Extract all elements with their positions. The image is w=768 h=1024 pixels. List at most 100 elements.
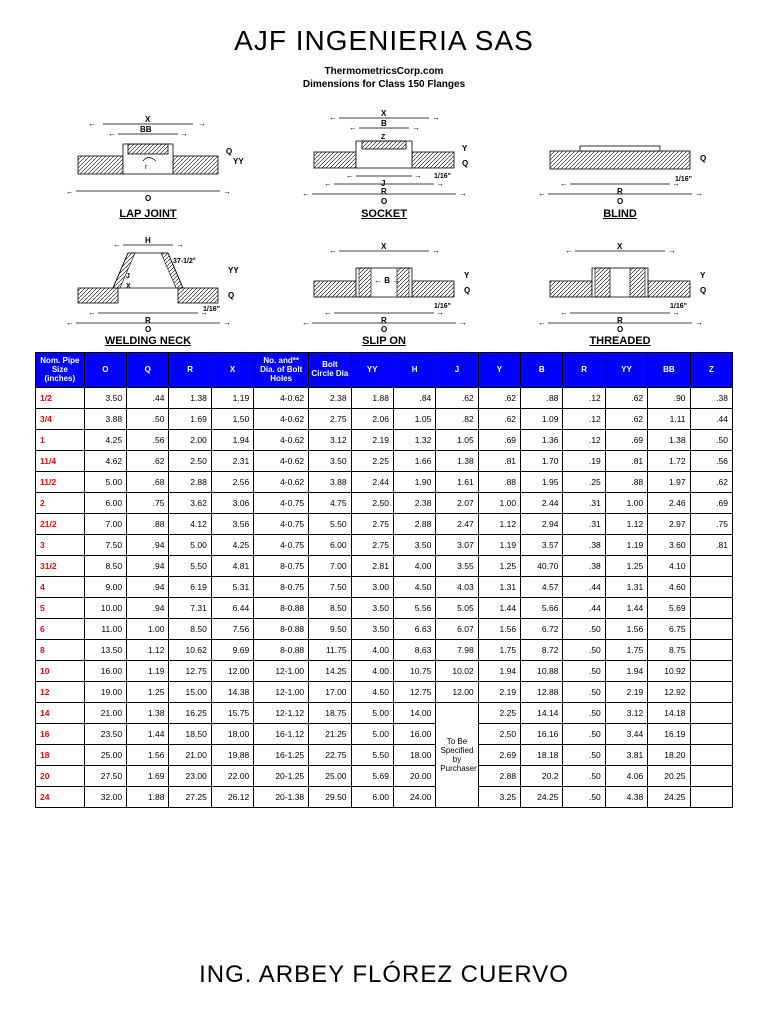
data-cell: .88: [127, 514, 169, 535]
pipe-size-cell: 11/2: [36, 472, 85, 493]
svg-text:→: →: [432, 246, 440, 255]
col-header: Q: [127, 353, 169, 388]
data-cell: [690, 745, 732, 766]
svg-text:R: R: [617, 316, 623, 325]
svg-text:→: →: [436, 308, 444, 317]
data-cell: .75: [690, 514, 732, 535]
data-cell: .50: [563, 619, 605, 640]
data-cell: 1.56: [605, 619, 647, 640]
pipe-size-cell: 21/2: [36, 514, 85, 535]
data-cell: [690, 787, 732, 808]
data-cell: 2.38: [309, 388, 351, 409]
data-cell: 14.14: [521, 703, 563, 724]
data-cell: .50: [563, 682, 605, 703]
data-cell: 4.62: [84, 451, 126, 472]
data-cell: 3.50: [351, 619, 393, 640]
svg-text:←: ←: [324, 308, 332, 317]
diagram-label: WELDING NECK: [105, 335, 191, 347]
diagram-slip-on: ←→X ← B → YQ 1/16" ←→R ←→O SLIP ON: [271, 225, 497, 348]
pipe-size-cell: 24: [36, 787, 85, 808]
data-cell: .62: [690, 472, 732, 493]
table-row: 37.50.945.004.254-0.756.002.753.503.071.…: [36, 535, 733, 556]
svg-text:→: →: [176, 240, 184, 249]
data-cell: 2.97: [648, 514, 690, 535]
data-cell: 2.75: [351, 535, 393, 556]
data-cell: 10.62: [169, 640, 211, 661]
data-cell: 6.07: [436, 619, 478, 640]
data-cell: 19.00: [84, 682, 126, 703]
data-cell: .56: [690, 451, 732, 472]
data-cell: 4.81: [211, 556, 253, 577]
pipe-size-cell: 3: [36, 535, 85, 556]
svg-text:←: ←: [538, 318, 546, 327]
svg-text:O: O: [381, 197, 387, 206]
svg-text:→: →: [668, 246, 676, 255]
data-cell: 4-0.62: [254, 430, 309, 451]
data-cell: 18.20: [648, 745, 690, 766]
data-cell: 4.50: [351, 682, 393, 703]
data-cell: 17.00: [309, 682, 351, 703]
data-cell: 1.44: [127, 724, 169, 745]
data-cell: 1.70: [521, 451, 563, 472]
data-cell: 1.11: [648, 409, 690, 430]
data-cell: [690, 640, 732, 661]
data-cell: 8-0.88: [254, 619, 309, 640]
data-cell: .81: [478, 451, 520, 472]
data-cell: 2.50: [351, 493, 393, 514]
data-cell: 1.61: [436, 472, 478, 493]
svg-text:Y: Y: [462, 144, 468, 153]
data-cell: 4-0.62: [254, 451, 309, 472]
svg-text:←: ←: [329, 113, 337, 122]
data-cell: 1.31: [478, 577, 520, 598]
data-cell: 20.00: [393, 766, 435, 787]
data-cell: 1.12: [127, 640, 169, 661]
data-cell: 2.31: [211, 451, 253, 472]
main-title: AJF INGENIERIA SAS: [35, 25, 733, 57]
data-cell: [690, 577, 732, 598]
data-cell: 4.38: [605, 787, 647, 808]
pipe-size-cell: 1: [36, 430, 85, 451]
svg-text:YY: YY: [233, 157, 244, 166]
pipe-size-cell: 18: [36, 745, 85, 766]
data-cell: 2.44: [351, 472, 393, 493]
table-row: 2027.501.6923.0022.0020-1.2525.005.6920.…: [36, 766, 733, 787]
data-cell: 5.00: [84, 472, 126, 493]
data-cell: 1.88: [127, 787, 169, 808]
data-cell: 1.38: [436, 451, 478, 472]
blind-svg: Q 1/16" ←→R ←→O: [507, 106, 733, 206]
data-cell: 1.75: [605, 640, 647, 661]
svg-text:→: →: [223, 318, 231, 327]
data-cell: 3.07: [436, 535, 478, 556]
table-body: 1/23.50.441.381.194-0.622.381.88.84.62.6…: [36, 388, 733, 808]
data-cell: .12: [563, 388, 605, 409]
data-cell: .69: [605, 430, 647, 451]
data-cell: 6.63: [393, 619, 435, 640]
svg-text:← B →: ← B →: [374, 276, 400, 285]
data-cell: 4.00: [351, 661, 393, 682]
data-cell: .90: [648, 388, 690, 409]
table-row: 1421.001.3816.2515.7512-1.1218.755.0014.…: [36, 703, 733, 724]
data-cell: .50: [690, 430, 732, 451]
data-cell: .75: [127, 493, 169, 514]
table-row: 1219.001.2515.0014.3812-1.0017.004.5012.…: [36, 682, 733, 703]
data-cell: 9.50: [309, 619, 351, 640]
pipe-size-cell: 11/4: [36, 451, 85, 472]
data-cell: 1.25: [605, 556, 647, 577]
data-cell: 29.50: [309, 787, 351, 808]
svg-text:←: ←: [88, 119, 96, 128]
svg-text:B: B: [381, 119, 387, 128]
data-cell: .62: [127, 451, 169, 472]
data-cell: .94: [127, 577, 169, 598]
data-cell: 4.60: [648, 577, 690, 598]
svg-text:Q: Q: [464, 286, 470, 295]
table-row: 21/27.00.884.123.564-0.755.502.752.882.4…: [36, 514, 733, 535]
data-cell: 23.50: [84, 724, 126, 745]
data-cell: 7.50: [309, 577, 351, 598]
data-cell: 3.57: [521, 535, 563, 556]
data-cell: 2.75: [351, 514, 393, 535]
svg-text:X: X: [617, 242, 623, 251]
data-cell: .31: [563, 514, 605, 535]
col-header: YY: [351, 353, 393, 388]
svg-text:O: O: [617, 197, 623, 206]
data-cell: 24.25: [521, 787, 563, 808]
